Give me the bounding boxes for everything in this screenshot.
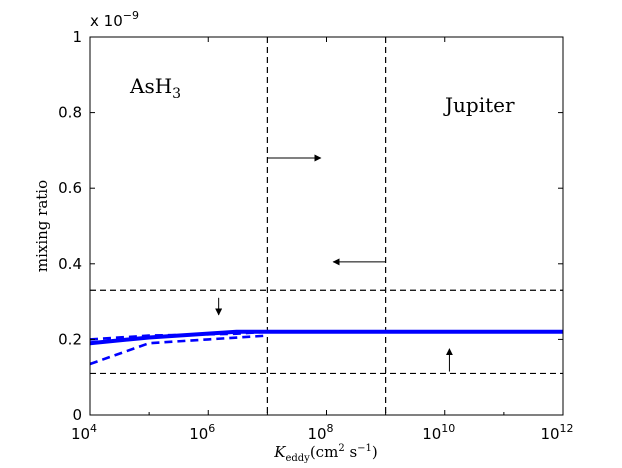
species-annotation: AsH3 (129, 74, 181, 102)
reference-lines (90, 37, 563, 415)
series-line-3-dashed (89, 334, 268, 366)
x-tick-label-5: 1012 (540, 422, 573, 443)
y-tick-label-4: 0.6 (58, 179, 82, 197)
x-tick-label-2: 106 (189, 422, 215, 443)
x-axis-label: Keddy(cm2 s−1) (273, 443, 378, 464)
y-ticks: 0 0.2 0.4 0.6 0.8 1 (58, 28, 563, 424)
x-tick-label-3: 108 (307, 422, 333, 443)
x-tick-label-4: 1010 (422, 422, 455, 443)
series-line-2-dashed (89, 330, 268, 341)
y-tick-label-1: 0 (72, 406, 82, 424)
y-axis-label: mixing ratio (33, 180, 51, 272)
series-line-1-solid (89, 329, 563, 346)
y-tick-label-5: 0.8 (58, 104, 82, 122)
series-layer (89, 329, 563, 366)
y-tick-label-6: 1 (72, 28, 82, 46)
arrows-layer (215, 154, 453, 372)
planet-annotation: Jupiter (443, 93, 515, 117)
y-tick-label-2: 0.2 (58, 330, 82, 348)
y-tick-label-3: 0.4 (58, 255, 82, 273)
x-ticks: 104 106 108 1010 1012 (71, 37, 574, 443)
x-tick-label-1: 104 (71, 422, 97, 443)
y-multiplier: x 10−9 (90, 9, 139, 30)
